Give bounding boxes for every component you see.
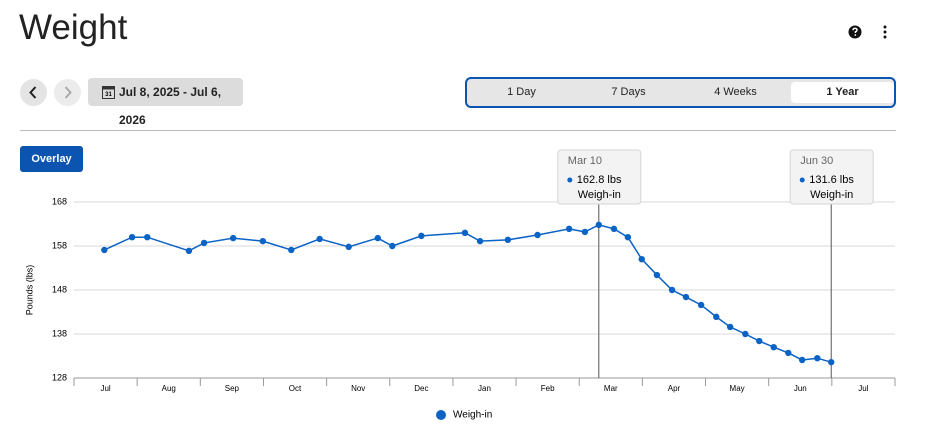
tooltip-value: 131.6 lbs bbox=[809, 174, 854, 186]
data-point bbox=[785, 349, 792, 357]
data-point bbox=[288, 246, 295, 254]
y-tick-label: 128 bbox=[52, 372, 67, 382]
data-point bbox=[770, 344, 777, 351]
data-point bbox=[610, 225, 618, 233]
x-tick-label: Sep bbox=[225, 384, 240, 393]
range-option[interactable]: 7 Days bbox=[611, 86, 646, 98]
range-option[interactable]: 4 Weeks bbox=[714, 86, 757, 98]
range-option[interactable]: 1 Year bbox=[791, 82, 894, 103]
x-tick-label: Jun bbox=[794, 384, 807, 393]
tooltip-box bbox=[557, 149, 642, 205]
x-tick-label: May bbox=[730, 384, 745, 393]
series-line bbox=[104, 224, 832, 363]
x-tick-label: Aug bbox=[162, 384, 176, 393]
next-button[interactable] bbox=[54, 79, 81, 106]
data-point bbox=[653, 271, 661, 279]
more-icon[interactable] bbox=[883, 25, 887, 39]
data-point bbox=[259, 237, 267, 245]
data-point bbox=[682, 293, 690, 301]
data-point bbox=[345, 243, 352, 251]
y-tick-label: 148 bbox=[52, 284, 67, 294]
data-point bbox=[595, 221, 603, 229]
data-point bbox=[756, 337, 763, 345]
data-point bbox=[374, 234, 381, 242]
x-tick-label: Nov bbox=[351, 384, 365, 393]
legend-label: Weigh-in bbox=[453, 410, 492, 421]
y-axis-label: Pounds (lbs) bbox=[24, 265, 34, 316]
data-point bbox=[128, 234, 136, 241]
data-point bbox=[316, 235, 323, 243]
range-selector: 1 Day 7 Days 4 Weeks 1 Year bbox=[465, 77, 896, 108]
tooltip-dot bbox=[567, 177, 573, 183]
legend-marker bbox=[436, 410, 446, 420]
data-point bbox=[389, 242, 396, 250]
data-point bbox=[101, 246, 108, 254]
date-range-button[interactable]: 31 Jul 8, 2025 - Jul 6, 2026 bbox=[88, 78, 243, 127]
y-tick-label: 158 bbox=[52, 240, 67, 250]
prev-button[interactable] bbox=[20, 79, 47, 106]
tooltip-box bbox=[789, 149, 874, 205]
tooltip-date: Mar 10 bbox=[568, 155, 602, 167]
data-point bbox=[185, 247, 193, 255]
data-point bbox=[565, 225, 573, 233]
x-tick-label: Jul bbox=[858, 384, 868, 393]
data-point bbox=[713, 313, 720, 321]
overlay-button[interactable]: Overlay bbox=[20, 146, 83, 172]
data-point bbox=[200, 239, 208, 247]
y-tick-label: 168 bbox=[52, 196, 67, 206]
data-point bbox=[726, 323, 734, 331]
x-tick-label: Jan bbox=[478, 384, 491, 393]
calendar-icon: 31 bbox=[102, 86, 115, 99]
y-tick-label: 138 bbox=[52, 328, 67, 338]
data-point bbox=[697, 301, 705, 309]
tooltip-series: Weigh-in bbox=[578, 189, 621, 201]
data-point bbox=[624, 234, 632, 241]
data-point bbox=[144, 234, 151, 241]
tooltip-value: 162.8 lbs bbox=[577, 174, 622, 186]
data-point bbox=[828, 358, 835, 366]
x-tick-label: Feb bbox=[541, 384, 555, 393]
x-tick-label: Dec bbox=[414, 384, 428, 393]
tooltip-series: Weigh-in bbox=[810, 189, 853, 201]
data-point bbox=[418, 232, 425, 240]
date-range-text: Jul 8, 2025 - Jul 6, 2026 bbox=[119, 85, 222, 127]
data-point bbox=[229, 234, 237, 242]
data-point bbox=[461, 229, 469, 236]
page-title: Weight bbox=[19, 8, 128, 47]
data-point bbox=[638, 256, 645, 263]
data-point bbox=[798, 356, 806, 364]
tooltip-date: Jun 30 bbox=[800, 155, 833, 167]
x-tick-label: Oct bbox=[289, 384, 302, 393]
tooltip-dot bbox=[799, 177, 805, 183]
calendar-day: 31 bbox=[105, 92, 112, 98]
data-point bbox=[504, 236, 512, 244]
data-point bbox=[534, 231, 541, 239]
data-point bbox=[668, 286, 676, 294]
data-point bbox=[476, 237, 484, 245]
data-point bbox=[581, 228, 589, 236]
x-tick-label: Mar bbox=[604, 384, 618, 393]
range-option[interactable]: 1 Day bbox=[507, 86, 536, 98]
data-point bbox=[814, 355, 821, 362]
data-point bbox=[742, 330, 749, 338]
divider bbox=[20, 130, 896, 131]
header-icons bbox=[848, 25, 887, 39]
x-tick-label: Jul bbox=[100, 384, 110, 393]
x-tick-label: Apr bbox=[668, 384, 681, 393]
